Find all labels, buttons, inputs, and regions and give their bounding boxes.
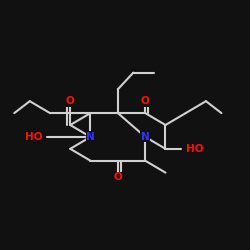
Text: O: O xyxy=(141,96,150,106)
Text: HO: HO xyxy=(186,144,203,154)
Text: O: O xyxy=(66,96,74,106)
Text: O: O xyxy=(114,172,122,182)
Text: N: N xyxy=(86,132,95,142)
Text: HO: HO xyxy=(25,132,43,142)
Text: N: N xyxy=(141,132,150,142)
